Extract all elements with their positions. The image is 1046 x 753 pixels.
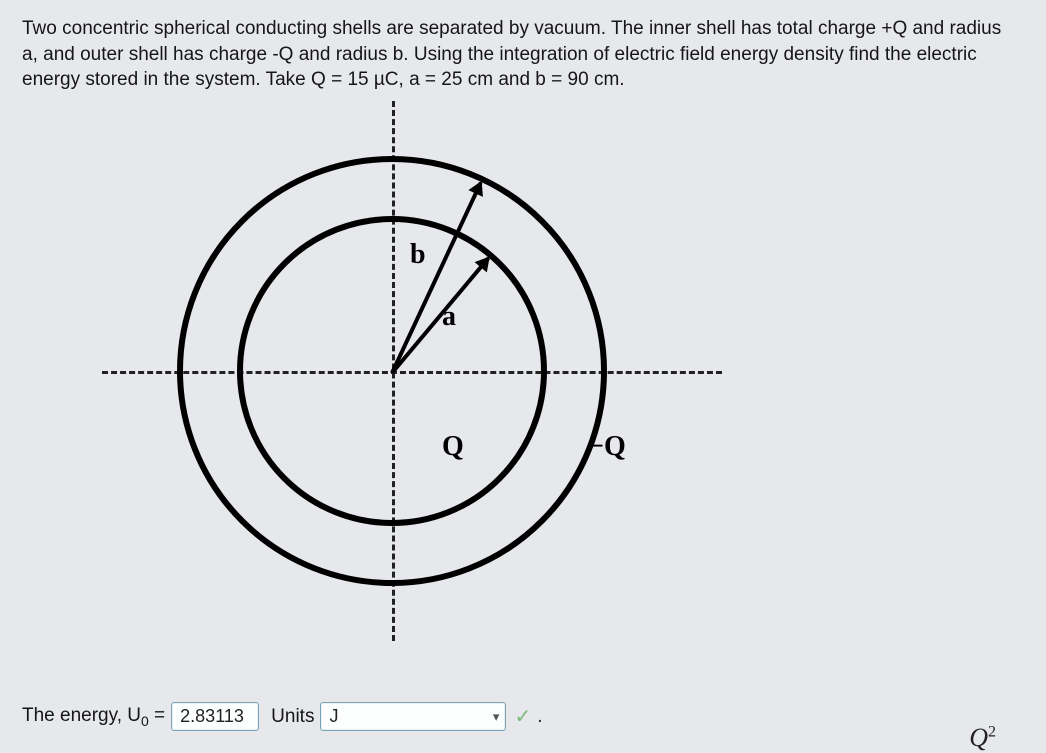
fragment-q: Q — [969, 723, 988, 752]
answer-label: The energy, U0 = — [22, 705, 165, 729]
chevron-down-icon: ▾ — [493, 709, 500, 725]
label-b: b — [410, 239, 426, 271]
answer-label-prefix: The energy, U — [22, 705, 141, 726]
units-word: Units — [271, 706, 314, 728]
energy-value-input[interactable]: 2.83113 — [171, 702, 259, 731]
answer-row: The energy, U0 = 2.83113 Units J ▾ ✓ . — [22, 702, 1022, 731]
label-a: a — [442, 301, 456, 333]
fragment-sup: 2 — [988, 723, 996, 740]
label-inner-charge: Q — [442, 431, 464, 463]
check-icon: ✓ — [514, 704, 531, 729]
answer-label-eq: = — [149, 705, 165, 726]
fragment-q-squared: Q2 — [969, 723, 996, 753]
units-select[interactable]: J ▾ — [320, 702, 506, 731]
page: Two concentric spherical conducting shel… — [0, 0, 1046, 753]
diagram: b a Q −Q — [102, 101, 742, 641]
period: . — [537, 706, 542, 728]
label-outer-charge: −Q — [588, 431, 626, 463]
units-value: J — [329, 706, 338, 727]
problem-text: Two concentric spherical conducting shel… — [22, 16, 1022, 93]
answer-label-sub: 0 — [141, 712, 149, 728]
